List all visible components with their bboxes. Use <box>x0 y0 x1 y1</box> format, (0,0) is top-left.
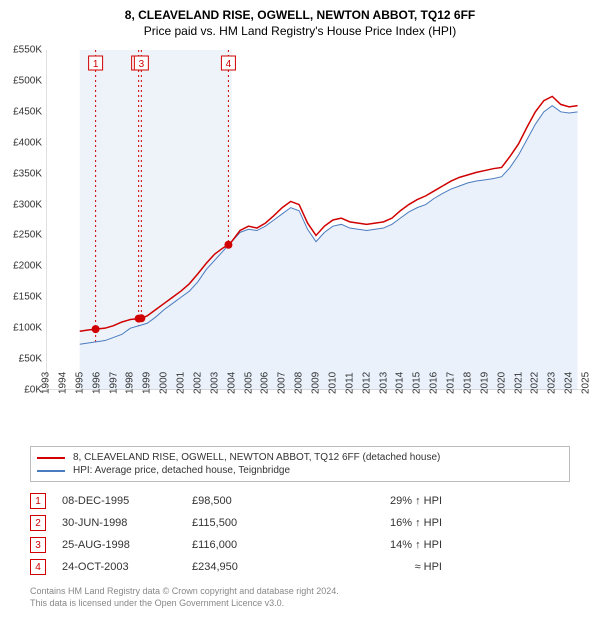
page: 8, CLEAVELAND RISE, OGWELL, NEWTON ABBOT… <box>0 0 600 620</box>
y-tick-label: £100K <box>13 323 42 334</box>
x-tick-label: 1993 <box>41 372 52 394</box>
y-tick-label: £350K <box>13 168 42 179</box>
events-table: 1 08-DEC-1995£98,50029% ↑ HPI 2 30-JUN-1998… <box>30 490 570 578</box>
event-price: £115,500 <box>192 517 322 529</box>
x-tick-label: 1994 <box>57 372 68 394</box>
legend-swatch <box>37 470 65 472</box>
y-tick-label: £500K <box>13 75 42 86</box>
x-tick-label: 2022 <box>530 372 541 394</box>
event-delta: ≈ HPI <box>322 561 442 573</box>
legend-row: 8, CLEAVELAND RISE, OGWELL, NEWTON ABBOT… <box>37 451 563 464</box>
legend-label: HPI: Average price, detached house, Teig… <box>73 465 290 476</box>
plot-area: 1234 <box>46 50 586 390</box>
event-row: 3 25-AUG-1998£116,00014% ↑ HPI <box>30 534 570 556</box>
x-tick-label: 2020 <box>496 372 507 394</box>
x-tick-label: 2007 <box>277 372 288 394</box>
event-date: 24-OCT-2003 <box>62 561 192 573</box>
x-tick-label: 2006 <box>260 372 271 394</box>
event-date: 30-JUN-1998 <box>62 517 192 529</box>
x-tick-label: 2013 <box>378 372 389 394</box>
x-tick-label: 2014 <box>395 372 406 394</box>
event-row: 1 08-DEC-1995£98,50029% ↑ HPI <box>30 490 570 512</box>
footer-line-1: Contains HM Land Registry data © Crown c… <box>30 586 570 598</box>
x-tick-label: 1997 <box>108 372 119 394</box>
event-marker: 4 <box>30 559 46 575</box>
x-tick-label: 1996 <box>91 372 102 394</box>
x-tick-label: 1995 <box>74 372 85 394</box>
x-tick-label: 2010 <box>327 372 338 394</box>
x-tick-label: 2012 <box>361 372 372 394</box>
x-tick-label: 2001 <box>176 372 187 394</box>
chart: £0K£50K£100K£150K£200K£250K£300K£350K£40… <box>46 50 586 410</box>
y-tick-label: £400K <box>13 137 42 148</box>
x-tick-label: 1999 <box>142 372 153 394</box>
x-tick-label: 2005 <box>243 372 254 394</box>
page-subtitle: Price paid vs. HM Land Registry's House … <box>0 22 600 38</box>
event-marker: 3 <box>30 537 46 553</box>
y-tick-label: £150K <box>13 292 42 303</box>
x-tick-label: 2011 <box>344 372 355 394</box>
legend-row: HPI: Average price, detached house, Teig… <box>37 464 563 477</box>
x-tick-label: 2004 <box>226 372 237 394</box>
y-tick-label: £250K <box>13 230 42 241</box>
y-tick-label: £300K <box>13 199 42 210</box>
event-row: 2 30-JUN-1998£115,50016% ↑ HPI <box>30 512 570 534</box>
event-row: 4 24-OCT-2003£234,950≈ HPI <box>30 556 570 578</box>
x-tick-label: 2000 <box>159 372 170 394</box>
x-tick-label: 2021 <box>513 372 524 394</box>
svg-text:3: 3 <box>139 59 145 70</box>
event-delta: 14% ↑ HPI <box>322 539 442 551</box>
x-tick-label: 2018 <box>462 372 473 394</box>
x-tick-label: 1998 <box>125 372 136 394</box>
y-tick-label: £450K <box>13 106 42 117</box>
svg-text:4: 4 <box>226 59 232 70</box>
legend-label: 8, CLEAVELAND RISE, OGWELL, NEWTON ABBOT… <box>73 452 440 463</box>
event-price: £234,950 <box>192 561 322 573</box>
y-tick-label: £200K <box>13 261 42 272</box>
event-price: £116,000 <box>192 539 322 551</box>
y-tick-label: £0K <box>24 385 42 396</box>
x-tick-label: 2017 <box>446 372 457 394</box>
x-tick-label: 2002 <box>192 372 203 394</box>
event-marker: 1 <box>30 493 46 509</box>
x-tick-label: 2015 <box>412 372 423 394</box>
event-marker: 2 <box>30 515 46 531</box>
x-tick-label: 2016 <box>429 372 440 394</box>
event-delta: 16% ↑ HPI <box>322 517 442 529</box>
x-tick-label: 2024 <box>564 372 575 394</box>
y-tick-label: £50K <box>19 354 42 365</box>
svg-text:1: 1 <box>93 59 99 70</box>
y-tick-label: £550K <box>13 45 42 56</box>
legend: 8, CLEAVELAND RISE, OGWELL, NEWTON ABBOT… <box>30 446 570 482</box>
x-tick-label: 2023 <box>547 372 558 394</box>
event-date: 25-AUG-1998 <box>62 539 192 551</box>
x-tick-label: 2025 <box>581 372 592 394</box>
y-axis: £0K£50K£100K£150K£200K£250K£300K£350K£40… <box>0 50 46 390</box>
x-tick-label: 2008 <box>294 372 305 394</box>
footer-line-2: This data is licensed under the Open Gov… <box>30 598 570 610</box>
x-axis: 1993199419951996199719981999200020012002… <box>46 390 586 410</box>
x-tick-label: 2019 <box>479 372 490 394</box>
legend-swatch <box>37 457 65 459</box>
page-title: 8, CLEAVELAND RISE, OGWELL, NEWTON ABBOT… <box>0 0 600 22</box>
x-tick-label: 2009 <box>311 372 322 394</box>
event-price: £98,500 <box>192 495 322 507</box>
event-delta: 29% ↑ HPI <box>322 495 442 507</box>
footer: Contains HM Land Registry data © Crown c… <box>30 586 570 609</box>
x-tick-label: 2003 <box>209 372 220 394</box>
event-date: 08-DEC-1995 <box>62 495 192 507</box>
